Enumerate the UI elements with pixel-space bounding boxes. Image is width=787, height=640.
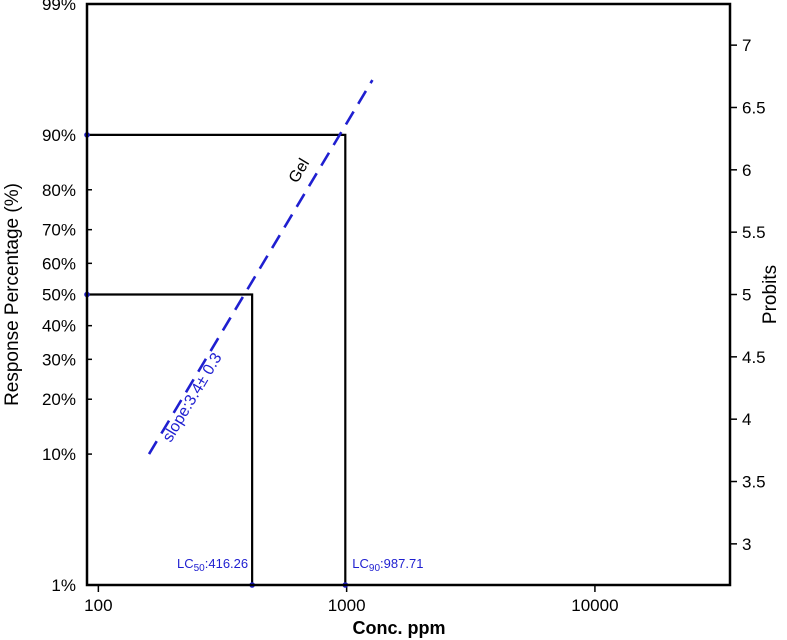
bottom-axis-ticks: 100 1000 10000 <box>84 585 619 615</box>
right-tick-label: 3 <box>742 535 751 554</box>
x-axis-title: Conc. ppm <box>353 618 446 638</box>
bottom-tick-label: 100 <box>84 596 112 615</box>
right-tick-label: 4.5 <box>742 348 766 367</box>
left-tick-label: 50% <box>42 286 76 305</box>
right-tick-label: 4 <box>742 410 751 429</box>
right-tick-label: 6.5 <box>742 98 766 117</box>
annotation-layer: LC50:416.26 LC90:987.71 Gel slope:3.4± 0.3 <box>160 156 424 574</box>
right-tick-label: 6 <box>742 161 751 180</box>
left-tick-label: 30% <box>42 350 76 369</box>
bottom-tick-label: 1000 <box>328 596 366 615</box>
left-tick-label: 40% <box>42 317 76 336</box>
lc-guide-50 <box>87 293 254 585</box>
y-axis-right-title: Probits <box>760 265 781 324</box>
series-line-gel <box>147 79 374 455</box>
right-tick-label: 5 <box>742 286 751 305</box>
plot-area-frame <box>85 2 732 587</box>
slope-label: slope:3.4± 0.3 <box>160 350 226 445</box>
left-tick-label: 60% <box>42 254 76 273</box>
lc-label-90: LC90:987.71 <box>352 556 423 574</box>
left-tick-label: 90% <box>42 126 76 145</box>
right-tick-label: 5.5 <box>742 223 766 242</box>
right-tick-label: 3.5 <box>742 473 766 492</box>
left-tick-label: 1% <box>51 576 76 595</box>
lc-guide-90 <box>87 133 347 585</box>
lc-label-50: LC50:416.26 <box>177 556 248 574</box>
series-layer <box>147 79 374 455</box>
series-name-label: Gel <box>286 156 313 186</box>
right-tick-label: 7 <box>742 36 751 55</box>
left-tick-label: 20% <box>42 390 76 409</box>
left-axis-ticks: 1% 10% 20% 30% 40% 50% 60% 70% 80% 90% 99% <box>42 0 92 595</box>
bottom-tick-label: 10000 <box>571 596 618 615</box>
left-tick-label: 80% <box>42 181 76 200</box>
lc-guide-lines <box>84 132 349 588</box>
left-tick-label: 10% <box>42 445 76 464</box>
left-tick-label: 70% <box>42 221 76 240</box>
left-tick-label: 99% <box>42 0 76 14</box>
y-axis-left-title: Response Percentage (%) <box>2 183 23 406</box>
